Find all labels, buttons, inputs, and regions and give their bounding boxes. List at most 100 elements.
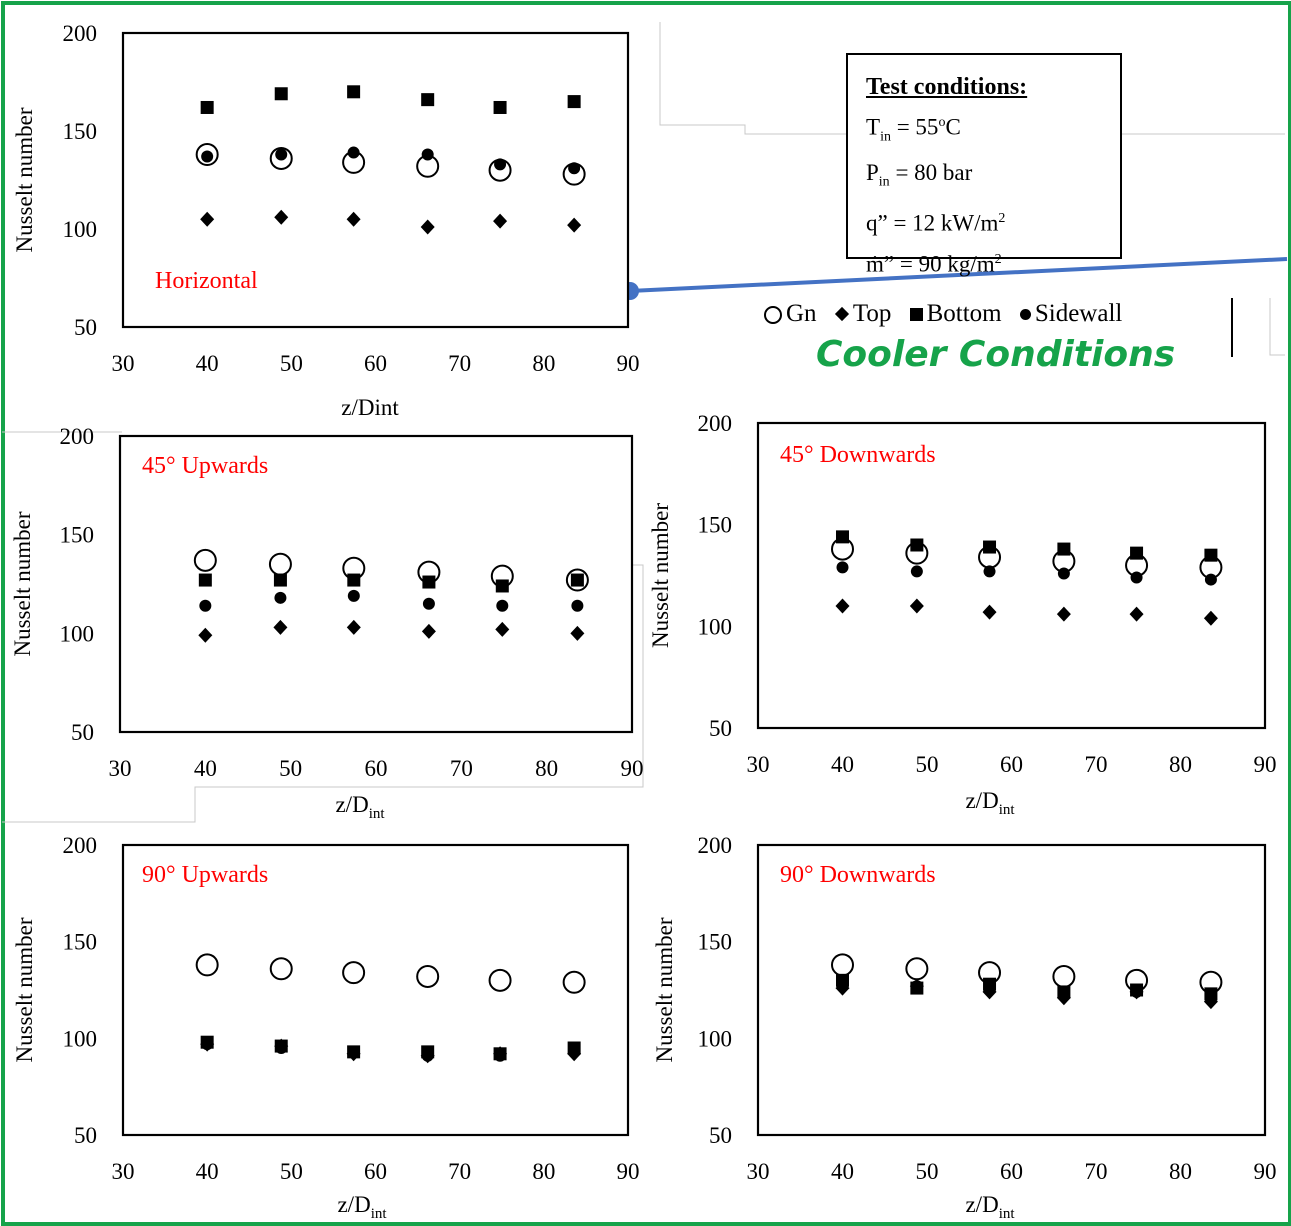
x-tick-label: 60 [364,1159,387,1184]
condition-line: q” = 12 kW/m2 [866,210,1006,236]
x-tick-label: 60 [1000,752,1023,777]
point-bottom [273,573,287,587]
point-gn [905,957,929,981]
point-gn [831,953,854,977]
dot-icon [1019,309,1031,320]
point-sidewall [347,146,360,159]
point-sidewall [1057,985,1070,998]
point-gn [1052,964,1076,988]
x-tick-label: 70 [450,756,473,781]
legend-top-label: Top [852,300,892,327]
panel-title: 90° Upwards [142,862,268,888]
series-bottom [200,85,581,114]
legend-gn-label: Gn [786,300,817,327]
y-tick-label: 200 [63,833,98,858]
point-bottom [274,87,288,101]
plot-area [118,434,634,734]
x-tick-label: 80 [532,351,555,376]
point-sidewall [494,1049,507,1062]
point-top [273,619,288,635]
series-top [198,619,585,643]
point-gn [416,964,440,988]
point-sidewall [910,565,923,578]
series-gn [195,953,586,994]
point-top [570,625,585,641]
series-top [200,209,582,235]
y-tick-label: 100 [60,621,95,646]
plot-area [756,843,1267,1137]
point-sidewall [1204,989,1217,1002]
series-sidewall [836,561,1217,586]
x-tick-label: 90 [617,1159,640,1184]
point-bottom [198,573,212,587]
y-tick-label: 150 [63,119,98,144]
point-gn [342,961,366,985]
point-sidewall [836,561,849,574]
x-tick-label: 90 [617,351,640,376]
point-sidewall [496,599,509,612]
point-top [421,623,436,639]
point-sidewall [983,565,996,578]
chart-up45: 30 40 50 60 70 80 90 50 100 150 200 z/Dint Nusselt n… [10,424,644,822]
point-sidewall [910,980,923,993]
x-tick-label: 50 [916,1159,939,1184]
point-bottom [200,100,214,114]
point-top [495,621,510,637]
point-sidewall [983,982,996,995]
connector-line [629,257,1288,293]
x-tick-label: 90 [1254,1159,1277,1184]
point-sidewall [836,976,849,989]
x-axis-label: z/Dint [335,792,385,822]
legend-sidewall: Sidewall [1019,300,1122,327]
point-bottom [1204,548,1218,562]
point-sidewall [201,150,214,163]
x-tick-label: 30 [747,752,770,777]
point-top [493,213,508,229]
legend-top: Top [834,300,892,327]
x-axis-label: z/Dint [965,1192,1015,1222]
y-tick-label: 50 [74,315,97,340]
y-tick-label: 150 [698,930,733,955]
legend-bottom-label: Bottom [926,300,1002,327]
y-tick-label: 50 [71,720,94,745]
x-tick-label: 50 [279,756,302,781]
x-tick-label: 50 [280,1159,303,1184]
test-conditions-box: Test conditions: Tin = 55oC Pin = 80 bar q… [846,53,1122,276]
point-bottom [1057,542,1071,556]
series-sidewall [201,146,581,175]
point-top [835,598,850,614]
x-axis-label: z/Dint [337,1192,387,1222]
series-sidewall [836,976,1217,1002]
point-top [909,598,924,614]
x-tick-label: 30 [112,351,135,376]
series-bottom [836,530,1218,562]
x-tick-label: 90 [621,756,644,781]
x-tick-label: 40 [831,1159,854,1184]
chart-down45: 30 40 50 60 70 80 90 50 100 150 200 z/Dint Nusselt n… [648,411,1277,818]
point-top [567,217,582,233]
panel-title: 45° Downwards [780,442,936,468]
y-axis-label: Nusselt number [12,107,37,252]
y-tick-label: 100 [63,217,98,242]
series-bottom [198,573,584,593]
point-sidewall [275,148,288,161]
plot-area [756,421,1267,730]
point-sidewall [199,599,212,612]
x-tick-label: 40 [194,756,217,781]
point-sidewall [347,1045,360,1058]
y-tick-label: 200 [698,833,733,858]
point-top [274,209,289,225]
y-tick-label: 50 [74,1123,97,1148]
point-bottom [567,95,581,109]
x-tick-label: 60 [365,756,388,781]
point-sidewall [1204,573,1217,586]
y-tick-label: 50 [709,716,732,741]
point-top [198,627,213,643]
panel-title: 90° Downwards [780,862,936,888]
x-tick-label: 70 [1085,752,1108,777]
condition-line: Pin = 80 bar [866,160,973,190]
x-tick-label: 80 [1169,752,1192,777]
condition-line: ṁ” = 90 kg/m2 [866,251,1002,277]
point-gn [195,953,219,977]
